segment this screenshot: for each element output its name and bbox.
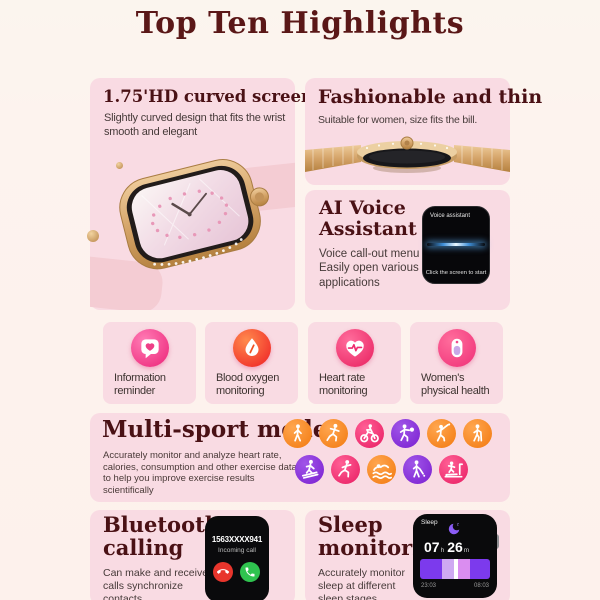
heart-pulse-icon [335, 329, 374, 367]
bluetooth-desc: Can make and receive calls synchronize c… [103, 567, 209, 600]
feature-tile-label: Heart rate monitoring [319, 372, 368, 397]
feature-tile-label: Blood oxygen monitoring [216, 372, 280, 397]
sleep-minutes-unit: m [463, 547, 470, 554]
feature-tile-blood-oxygen: Blood oxygen monitoring [205, 322, 298, 404]
sleep-hours: 07 [424, 539, 440, 555]
walking-icon [283, 419, 312, 448]
sprinting-icon [331, 455, 360, 484]
moon-icon: z [448, 522, 460, 535]
card-bluetooth-calling: Bluetooth calling Can make and receive c… [90, 510, 295, 600]
sleep-desc: Accurately monitor sleep at different sl… [318, 567, 405, 600]
voice-screen-hint: Click the screen to start [425, 270, 487, 276]
watch-screen-voice: Voice assistant Click the screen to star… [422, 206, 490, 284]
sleep-hours-unit: h [440, 547, 445, 554]
fashionable-desc: Suitable for women, size fits the bill. [318, 114, 478, 126]
smartwatch-photo [90, 159, 295, 310]
bluetooth-heading: Bluetooth calling [103, 512, 221, 560]
sanitary-pad-icon [437, 329, 476, 367]
sleep-stage-bars [420, 559, 490, 579]
gold-bead-decoration [87, 230, 99, 242]
accept-call-icon [240, 562, 260, 582]
voice-assistant-desc: Voice call-out menu Easily open various … [319, 248, 420, 289]
skiing-icon [295, 455, 324, 484]
svg-text:z: z [457, 522, 459, 527]
blood-drop-icon [232, 329, 271, 367]
sleep-end-time: 08:03 [473, 583, 489, 589]
curved-screen-desc: Slightly curved design that fits the wri… [104, 112, 286, 139]
fashionable-heading: Fashionable and thin [318, 86, 543, 108]
hiking-icon [463, 419, 492, 448]
card-multi-sport: Multi-sport mode Accurately monitor and … [90, 413, 510, 502]
running-icon [319, 419, 348, 448]
feature-tile-label: Women's physical health [421, 372, 490, 397]
caller-number: 1563XXXX941 [211, 535, 263, 544]
curved-screen-heading: 1.75'HD curved screen [103, 87, 314, 106]
sleep-duration: 07h 26m [424, 539, 472, 557]
swimming-icon [367, 455, 396, 484]
sleep-screen-title: Sleep [421, 519, 438, 526]
message-heart-icon [130, 329, 169, 367]
feature-tile-womens-health: Women's physical health [410, 322, 503, 404]
treadmill-icon [439, 455, 468, 484]
card-fashionable: Fashionable and thin Suitable for women,… [305, 78, 542, 185]
feature-tile-heart-rate: Heart rate monitoring [308, 322, 401, 404]
call-status: Incoming call [218, 547, 256, 554]
voice-light-streak [427, 243, 485, 246]
voice-assistant-heading: AI Voice Assistant [319, 197, 417, 241]
card-sleep-monitoring: Sleep monitoring Accurately monitor slee… [305, 510, 510, 600]
feature-tile-information-reminder: Information reminder [103, 322, 196, 404]
watch-screen-sleep: Sleep z 07h 26m 23:03 08:03 [413, 514, 497, 598]
page-title: Top Ten Highlights [135, 6, 465, 41]
card-curved-screen: 1.75'HD curved screen Slightly curved de… [87, 78, 313, 310]
cycling-icon [355, 419, 384, 448]
watch-screen-call: 1563XXXX941 Incoming call [205, 516, 269, 600]
thin-watch-side-photo [305, 136, 510, 173]
basketball-icon [391, 419, 420, 448]
badminton-icon [427, 419, 456, 448]
decline-call-icon [213, 562, 233, 582]
multi-sport-desc: Accurately monitor and analyze heart rat… [103, 450, 297, 496]
voice-screen-title: Voice assistant [430, 213, 471, 219]
feature-tile-label: Information reminder [114, 372, 166, 397]
gold-bead-decoration [116, 162, 123, 169]
golf-icon [403, 455, 432, 484]
card-voice-assistant: AI Voice Assistant Voice call-out menu E… [305, 190, 510, 310]
sleep-start-time: 23:03 [421, 583, 437, 589]
sleep-minutes: 26 [447, 539, 463, 555]
